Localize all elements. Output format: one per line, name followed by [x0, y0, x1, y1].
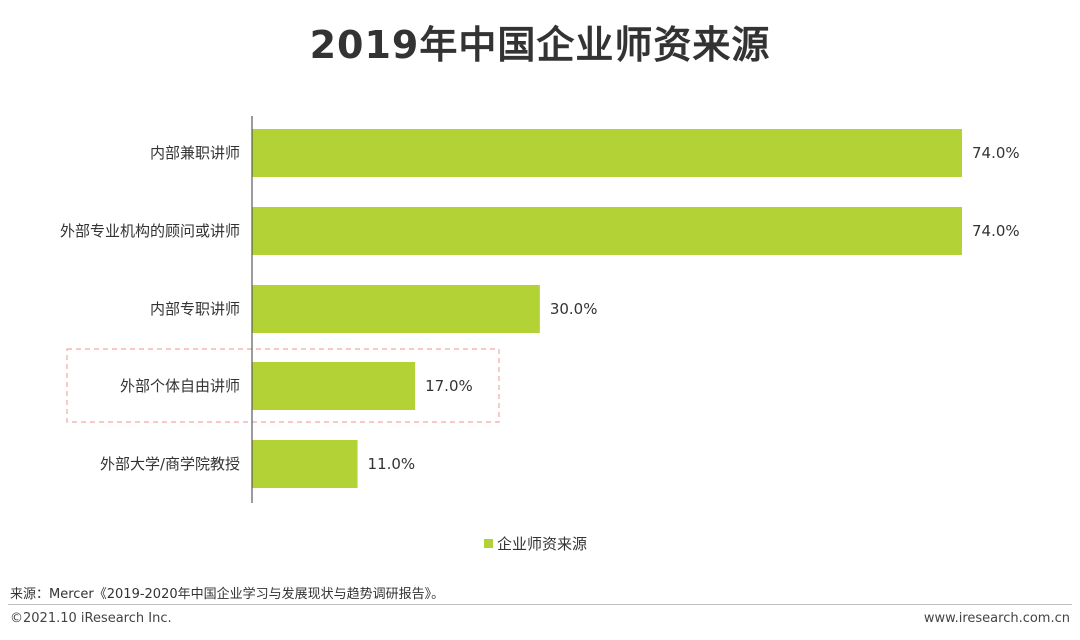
- value-label: 17.0%: [425, 377, 473, 395]
- source-note: 来源：Mercer《2019-2020年中国企业学习与发展现状与趋势调研报告》。: [10, 587, 445, 602]
- value-label: 11.0%: [368, 455, 416, 473]
- copyright: ©2021.10 iResearch Inc.: [10, 611, 172, 626]
- highlight-box: [66, 348, 500, 423]
- value-label: 30.0%: [550, 300, 598, 318]
- category-label: 外部专业机构的顾问或讲师: [60, 222, 240, 240]
- category-label: 内部兼职讲师: [150, 144, 240, 162]
- legend-label: 企业师资来源: [497, 535, 588, 553]
- category-label: 内部专职讲师: [150, 300, 240, 318]
- footer-divider: [8, 604, 1072, 605]
- bar: [252, 440, 358, 488]
- value-label: 74.0%: [972, 144, 1020, 162]
- value-label: 74.0%: [972, 222, 1020, 240]
- bar: [252, 129, 962, 177]
- website-link[interactable]: www.iresearch.com.cn: [923, 611, 1070, 626]
- bar: [252, 285, 540, 333]
- bar: [252, 207, 962, 255]
- legend-swatch: [484, 539, 493, 548]
- category-label: 外部大学/商学院教授: [100, 455, 240, 473]
- legend: 企业师资来源: [484, 533, 587, 554]
- category-label: 外部个体自由讲师: [120, 377, 240, 395]
- bar: [252, 362, 416, 410]
- chart-title: 2019年中国企业师资来源: [309, 23, 771, 67]
